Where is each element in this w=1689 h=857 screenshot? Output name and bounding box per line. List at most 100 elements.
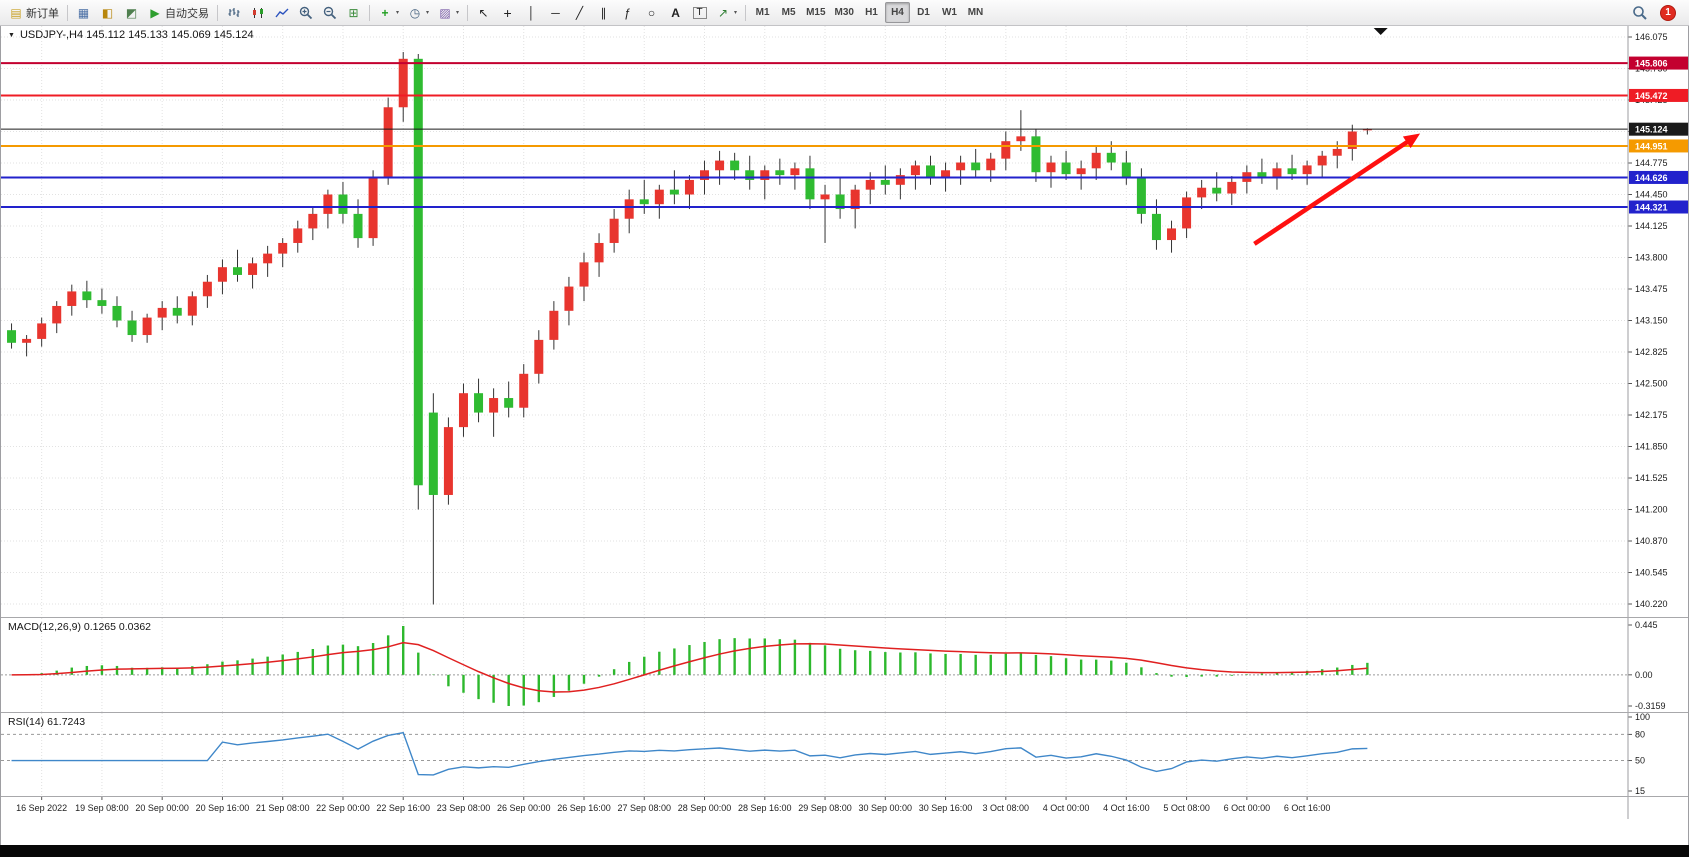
main-chart-pane[interactable]: ▼ USDJPY-,H4 145.112 145.133 145.069 145… bbox=[1, 26, 1688, 617]
candle bbox=[700, 170, 710, 180]
trendline-button[interactable]: ╱ bbox=[568, 2, 591, 23]
channel-button[interactable]: ∥ bbox=[592, 2, 615, 23]
candle bbox=[654, 189, 664, 205]
candle bbox=[594, 242, 604, 263]
charts-button[interactable]: ▦ bbox=[72, 2, 95, 23]
price-tick-label: 141.525 bbox=[1635, 473, 1668, 483]
shapes-button[interactable]: ○ bbox=[640, 2, 663, 23]
candle bbox=[1302, 165, 1312, 175]
arrows-button[interactable]: ↗ ▾ bbox=[712, 2, 741, 23]
timeframe-W1[interactable]: W1 bbox=[941, 7, 957, 18]
candle bbox=[97, 300, 107, 306]
timeframe-M15[interactable]: M15 bbox=[806, 7, 826, 18]
market-watch-icon: ◧ bbox=[101, 5, 114, 20]
tile-windows-button[interactable]: ⊞ bbox=[342, 2, 365, 23]
candle bbox=[775, 170, 785, 176]
candle bbox=[1362, 129, 1372, 131]
candle bbox=[1317, 155, 1327, 166]
cursor-button[interactable]: ↖ bbox=[472, 2, 495, 23]
timeframe-M5[interactable]: M5 bbox=[781, 7, 796, 18]
zoom-out-button[interactable] bbox=[318, 2, 341, 23]
candle bbox=[37, 323, 47, 339]
price-tick-label: 140.220 bbox=[1635, 599, 1668, 609]
candle bbox=[1121, 162, 1131, 179]
candle bbox=[293, 228, 303, 243]
fibonacci-button[interactable]: ƒ bbox=[616, 2, 639, 23]
rsi-label-text: RSI(14) 61.7243 bbox=[8, 716, 86, 728]
macd-pane[interactable]: MACD(12,26,9) 0.1265 0.0362 0.445 0.00 -0.… bbox=[1, 617, 1689, 713]
candle bbox=[730, 160, 740, 171]
price-tick-label: 140.545 bbox=[1635, 568, 1668, 578]
candlestick-chart-type-button[interactable] bbox=[246, 2, 269, 23]
candle bbox=[1332, 148, 1342, 156]
new-order-button[interactable]: ▤ 新订单 bbox=[5, 2, 63, 23]
chevron-down-icon: ▾ bbox=[456, 10, 460, 16]
timeframe-D1[interactable]: D1 bbox=[917, 7, 930, 18]
bottom-black-bar bbox=[0, 845, 1689, 857]
chevron-down-icon: ▾ bbox=[426, 10, 430, 16]
periods-button[interactable]: ◷ ▾ bbox=[404, 2, 433, 23]
timeframe-H1[interactable]: H1 bbox=[865, 7, 878, 18]
timeframe-M1[interactable]: M1 bbox=[755, 7, 770, 18]
timeframe-M30[interactable]: M30 bbox=[834, 7, 854, 18]
line-chart-type-button[interactable] bbox=[270, 2, 293, 23]
chart-title-bar: ▼ USDJPY-,H4 145.112 145.133 145.069 145… bbox=[8, 29, 254, 41]
crosshair-button[interactable]: + bbox=[496, 2, 519, 23]
price-badge-label: 145.472 bbox=[1635, 91, 1668, 101]
chart-shift-marker-icon[interactable] bbox=[1373, 28, 1388, 35]
symbol-collapse-icon[interactable]: ▼ bbox=[8, 31, 15, 39]
candlestick-chart-canvas[interactable]: 146.075145.750145.425145.100144.775144.4… bbox=[1, 26, 1689, 617]
navigator-button[interactable]: ◩ bbox=[120, 2, 143, 23]
time-tick-label: 27 Sep 08:00 bbox=[617, 803, 671, 813]
shapes-icon: ○ bbox=[647, 5, 656, 20]
time-tick-label: 30 Sep 16:00 bbox=[919, 803, 973, 813]
rsi-label: RSI(14) 61.7243 bbox=[8, 716, 85, 728]
timeframe-MN[interactable]: MN bbox=[967, 7, 984, 18]
crosshair-icon: + bbox=[503, 4, 512, 21]
time-tick-label: 20 Sep 00:00 bbox=[135, 803, 189, 813]
templates-icon: ▨ bbox=[439, 5, 451, 20]
candle bbox=[217, 267, 227, 282]
macd-chart-canvas[interactable]: 0.445 0.00 -0.3159 bbox=[1, 618, 1689, 713]
candle bbox=[1016, 136, 1026, 142]
time-tick-label: 28 Sep 16:00 bbox=[738, 803, 792, 813]
toolbar-separator bbox=[217, 4, 218, 21]
rsi-pane[interactable]: RSI(14) 61.7243 100 80 50 15 bbox=[1, 712, 1689, 797]
templates-button[interactable]: ▨ ▾ bbox=[434, 2, 463, 23]
price-badge-label: 145.124 bbox=[1635, 125, 1668, 135]
rsi-axis-label: 80 bbox=[1635, 729, 1645, 739]
trend-arrow[interactable] bbox=[1253, 137, 1414, 246]
vertical-line-button[interactable]: │ bbox=[520, 2, 543, 23]
notification-badge[interactable]: 1 bbox=[1660, 4, 1676, 21]
zoom-in-button[interactable] bbox=[294, 2, 317, 23]
rsi-chart-canvas[interactable]: 100 80 50 15 bbox=[1, 713, 1689, 797]
candle bbox=[338, 194, 348, 214]
market-watch-button[interactable]: ◧ bbox=[96, 2, 119, 23]
text-button[interactable]: A bbox=[664, 2, 687, 23]
horizontal-line-button[interactable]: ─ bbox=[544, 2, 567, 23]
price-badge-label: 144.951 bbox=[1635, 141, 1668, 151]
autotrading-button[interactable]: ▶ 自动交易 bbox=[144, 2, 213, 23]
candle bbox=[1091, 152, 1101, 169]
toolbar-separator bbox=[467, 4, 469, 21]
rsi-axis-label: 15 bbox=[1635, 786, 1645, 796]
bar-chart-type-button[interactable] bbox=[222, 2, 245, 23]
candle bbox=[323, 194, 333, 214]
text-label-button[interactable]: T bbox=[688, 2, 711, 23]
time-axis[interactable]: 16 Sep 2022 19 Sep 08:00 20 Sep 00:00 20 Se… bbox=[1, 796, 1688, 819]
macd-axis-label: 0.445 bbox=[1635, 620, 1658, 630]
price-badge bbox=[1629, 122, 1688, 136]
time-tick-label: 3 Oct 08:00 bbox=[983, 803, 1030, 813]
candle bbox=[157, 307, 167, 318]
candle bbox=[308, 213, 318, 229]
indicators-button[interactable]: + ▾ bbox=[374, 2, 403, 23]
candlestick-chart-type-icon bbox=[252, 7, 263, 18]
time-tick-label: 4 Oct 16:00 bbox=[1103, 803, 1150, 813]
time-tick-label: 4 Oct 00:00 bbox=[1043, 803, 1090, 813]
macd-histogram bbox=[25, 626, 1369, 706]
candle bbox=[609, 218, 619, 243]
timeframe-H4[interactable]: H4 bbox=[884, 2, 910, 23]
search-icon[interactable] bbox=[1632, 5, 1648, 21]
candle bbox=[1212, 187, 1222, 194]
price-tick-label: 144.775 bbox=[1635, 158, 1668, 168]
